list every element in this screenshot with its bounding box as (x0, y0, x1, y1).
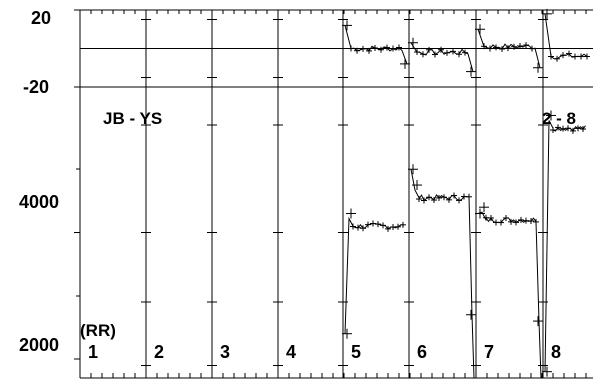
data-traces (342, 8, 590, 379)
bottom-line-8 (544, 120, 586, 372)
bottom-series-6 (408, 164, 476, 379)
top-line-5 (344, 25, 408, 65)
bottom-ytick-4000: 4000 (19, 192, 59, 212)
top-series-7 (475, 24, 543, 73)
bottom-series-7 (475, 202, 543, 379)
bottom-ytick-2000: 2000 (19, 335, 59, 355)
top-ytick-minus20: -20 (23, 77, 49, 97)
bottom-series-8 (542, 110, 586, 377)
segment-dividers (141, 10, 548, 378)
chart-frame (74, 9, 593, 379)
segment-label-7: 7 (484, 342, 494, 362)
top-ytick-20: 20 (31, 8, 51, 28)
segment-label-4: 4 (286, 342, 296, 362)
segment-label-6: 6 (417, 342, 427, 362)
top-line-6 (410, 42, 474, 72)
segment-label-1: 1 (88, 342, 98, 362)
top-line-8 (544, 13, 588, 60)
segment-label-8: 8 (551, 342, 561, 362)
annotation-range: 2 - 8 (542, 109, 576, 128)
top-series-6 (408, 37, 476, 77)
bottom-line-5 (344, 216, 404, 334)
segment-label-2: 2 (154, 342, 164, 362)
top-series-8 (542, 8, 590, 62)
bottom-series-5 (342, 208, 406, 339)
annotation-rr: (RR) (80, 321, 116, 340)
segment-label-5: 5 (351, 342, 361, 362)
segment-label-3: 3 (220, 342, 230, 362)
top-series-5 (342, 20, 410, 69)
annotation-station-pair: JB - YS (103, 109, 162, 128)
chart-labels: 20 -20 4000 2000 JB - YS 2 - 8 (RR) 1 2 3 4… (19, 8, 576, 362)
